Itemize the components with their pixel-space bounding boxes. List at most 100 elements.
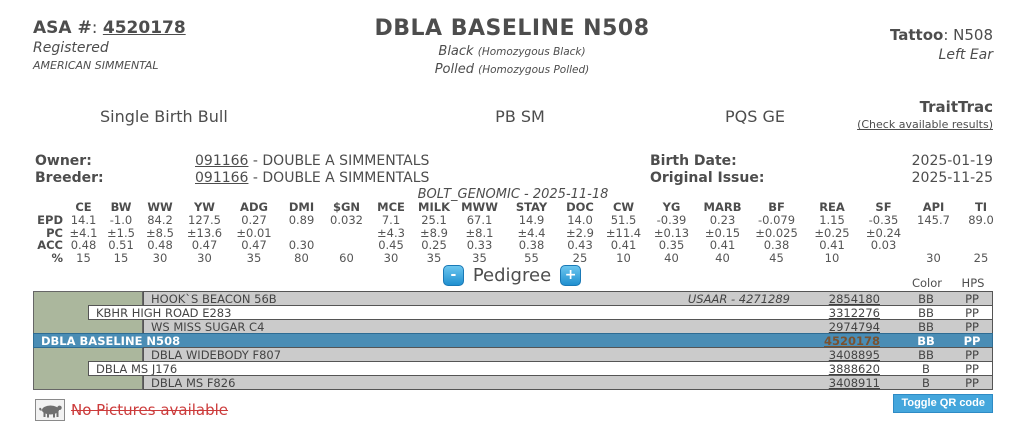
epd-column-header: WW <box>147 200 173 214</box>
pedigree-row: HOOK`S BEACON 56B USAAR - 4271289 2854180 B… <box>143 291 993 306</box>
tattoo-label: Tattoo <box>889 26 944 44</box>
epd-cell: 0.41 <box>709 238 736 253</box>
pedigree-reg-cell: 3888620 <box>810 362 900 376</box>
breed-code: PB SM <box>495 107 545 126</box>
epd-cell: ±13.6 <box>186 225 223 240</box>
epd-cell: 30 <box>383 251 399 266</box>
pedigree-row: KBHR HIGH ROAD E283 3312276 BB PP <box>88 305 993 320</box>
epd-corner <box>33 201 65 214</box>
pedigree-reg-cell: 2974794 <box>810 320 900 334</box>
pedigree-reg-cell: 2854180 <box>810 292 900 306</box>
epd-cell: 14.0 <box>567 212 593 227</box>
epd-column-header: BF <box>768 200 785 214</box>
breed-association: AMERICAN SIMMENTAL <box>33 59 159 72</box>
epd-row: PC ±4.1 ±1.5 ±8.5 ±13.6 ±0.01 ±4.3 ±8.9 ±8.1 ±4.4… <box>33 225 1003 240</box>
epd-column-header: API <box>922 200 945 214</box>
epd-cell <box>859 252 908 265</box>
epd-cell: 0.03 <box>870 238 897 253</box>
breeder-id-link[interactable]: 091166 <box>195 170 249 186</box>
epd-cell: 0.38 <box>518 238 545 253</box>
toggle-qr-code-button[interactable]: Toggle QR code <box>893 394 993 413</box>
epd-cell: 60 <box>339 251 354 266</box>
traittrac-results-link[interactable]: (Check available results) <box>857 118 993 131</box>
pedigree-registration-link[interactable]: 4520178 <box>823 333 880 348</box>
pedigree-row: DBLA MS F826 3408911 B PP <box>143 375 993 390</box>
asa-number-link[interactable]: 4520178 <box>102 18 186 38</box>
pedigree-expand-button[interactable]: + <box>560 265 582 286</box>
epd-cell: 0.51 <box>108 238 134 253</box>
pedigree-color-value: BB <box>918 347 934 362</box>
epd-cell: 10 <box>824 251 840 266</box>
epd-column-header: MCE <box>377 200 405 214</box>
epd-row-label: % <box>51 251 63 266</box>
pedigree-header-spacer <box>33 276 811 290</box>
epd-cell: 84.2 <box>147 212 173 227</box>
pedigree-row: DBLA BASELINE N508 4520178 BB PP <box>33 333 993 348</box>
pedigree-hps-value: PP <box>963 333 981 348</box>
pedigree-registration-link[interactable]: 3408911 <box>828 375 880 390</box>
epd-cell: 45 <box>769 251 784 266</box>
pedigree-registration-link[interactable]: 2854180 <box>828 291 880 306</box>
pedigree-hps-value: PP <box>965 305 979 320</box>
epd-cell: ±0.13 <box>653 225 690 240</box>
pedigree-color-value: B <box>922 375 930 390</box>
epd-cell: 25.1 <box>421 212 447 227</box>
pedigree-row: DBLA MS J176 3888620 B PP <box>88 361 993 376</box>
original-issue-value: 2025-11-25 <box>911 170 993 186</box>
owner-id-link[interactable]: 091166 <box>195 153 249 169</box>
pedigree-hps-value: PP <box>965 319 979 334</box>
pedigree-registration-link[interactable]: 3888620 <box>828 361 880 376</box>
birth-date-label: Birth Date: <box>650 153 737 169</box>
epd-cell: ±0.24 <box>865 225 902 240</box>
epd-column-header: DMI <box>288 200 315 214</box>
epd-column-header: CE <box>75 200 92 214</box>
epd-column-header: DOC <box>566 200 594 214</box>
tattoo-colon: : <box>943 26 954 44</box>
epd-column-header: STAY <box>515 200 548 214</box>
hps-column-header: HPS <box>961 276 985 290</box>
epd-cell: 15 <box>76 251 91 266</box>
pedigree-registration-link[interactable]: 3312276 <box>828 305 880 320</box>
pedigree-animal-name: KBHR HIGH ROAD E283 <box>96 305 232 320</box>
pedigree-registration-link[interactable]: 3408895 <box>828 347 880 362</box>
epd-cell: 7.1 <box>381 212 401 227</box>
registered-status: Registered <box>33 40 109 56</box>
pedigree-controls: - Pedigree + <box>0 265 1024 286</box>
polled-genotype: (Homozygous Polled) <box>478 64 590 76</box>
epd-cell: 0.89 <box>288 212 315 227</box>
color-line: Black (Homozygous Black) <box>262 44 762 59</box>
breeder-value: 091166 - DOUBLE A SIMMENTALS <box>195 170 429 186</box>
owner-label: Owner: <box>35 153 92 169</box>
epd-column-header: REA <box>819 200 845 214</box>
epd-cell: ±4.1 <box>69 225 98 240</box>
epd-cell: ±8.5 <box>146 225 174 240</box>
bull-icon <box>35 399 65 421</box>
tattoo-value: N508 <box>953 26 993 44</box>
pedigree-collapse-button[interactable]: - <box>442 265 464 286</box>
pedigree-tree: HOOK`S BEACON 56B USAAR - 4271289 2854180 B… <box>33 291 993 390</box>
pedigree-registration-link[interactable]: 2974794 <box>828 319 880 334</box>
epd-cell: 14.1 <box>70 212 97 227</box>
pedigree-color-value: B <box>922 361 930 376</box>
asa-number-line: ASA #: 4520178 <box>33 18 186 38</box>
epd-column-header: $GN <box>332 200 361 214</box>
epd-column-header: ADG <box>240 200 268 214</box>
epd-column-header: CW <box>612 200 635 214</box>
epd-cell: 40 <box>664 251 679 266</box>
epd-table-wrap: CE BW WW YW ADG DMI $GN MCE MILK MWW STAY DOC CW YG MA… <box>33 200 994 266</box>
epd-cell: ±8.9 <box>420 225 448 240</box>
color-value: Black <box>438 44 474 59</box>
polled-line: Polled (Homozygous Polled) <box>262 62 762 77</box>
color-genotype: (Homozygous Black) <box>477 46 586 58</box>
epd-cell: -0.39 <box>656 212 687 227</box>
title-block: DBLA BASELINE N508 Black (Homozygous Bla… <box>262 16 762 77</box>
epd-cell: -0.079 <box>757 212 796 227</box>
breeder-label: Breeder: <box>35 170 104 186</box>
epd-cell: 55 <box>524 251 539 266</box>
epd-cell: 80 <box>294 251 309 266</box>
birth-date-value: 2025-01-19 <box>911 153 993 169</box>
epd-row-label: EPD <box>37 212 63 227</box>
epd-cell: ±4.4 <box>517 225 546 240</box>
epd-cell: 0.48 <box>70 238 97 253</box>
